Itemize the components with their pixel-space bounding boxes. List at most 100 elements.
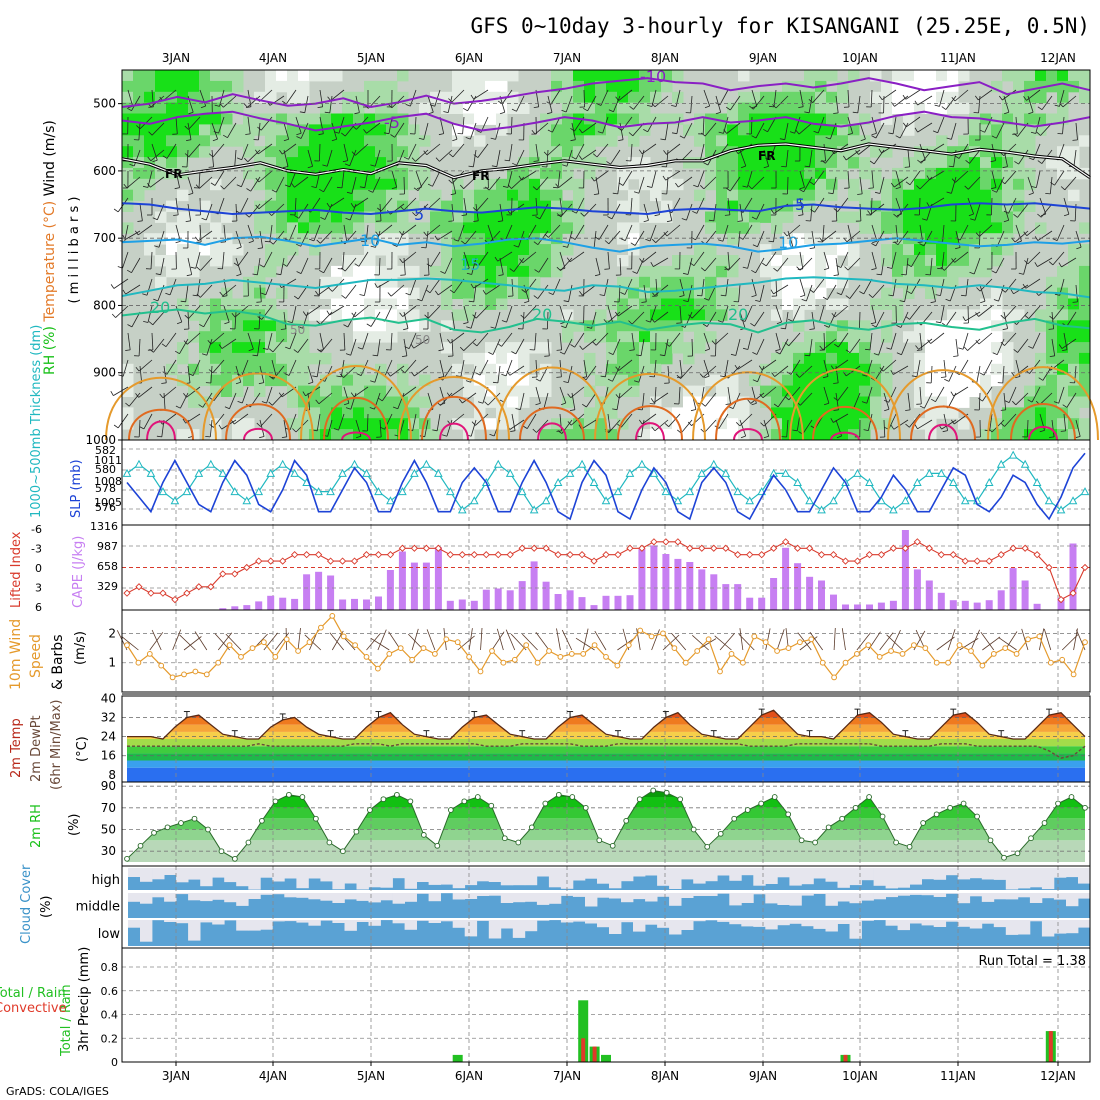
rh-cell bbox=[694, 124, 706, 136]
wind-barb bbox=[415, 149, 429, 162]
wind-barb-flag bbox=[446, 392, 451, 398]
rh-cell bbox=[386, 298, 398, 310]
wind-barb-flag bbox=[278, 392, 283, 398]
wind-barb-flag bbox=[560, 402, 566, 406]
thickness-point bbox=[146, 468, 156, 477]
wind-barb-flag bbox=[1028, 157, 1034, 161]
rh-cell bbox=[881, 298, 893, 310]
rh-cell bbox=[276, 255, 288, 267]
wind-barb bbox=[520, 392, 525, 410]
wind-barb bbox=[618, 305, 633, 317]
rh-cell bbox=[463, 287, 475, 299]
y-tick-label-left: 582 bbox=[95, 444, 116, 457]
wind-barb bbox=[866, 386, 873, 404]
wind-barb-flag bbox=[742, 266, 748, 269]
cloud-clear-cell bbox=[765, 893, 778, 904]
wind-barb-flag bbox=[339, 373, 344, 378]
rh-cell bbox=[1079, 255, 1091, 267]
rh-cell bbox=[573, 189, 585, 202]
wind-barb bbox=[840, 251, 849, 268]
rh-cell bbox=[771, 407, 783, 419]
wind-barb-flag bbox=[501, 320, 507, 323]
wind-barb bbox=[138, 359, 153, 372]
wind-barb bbox=[686, 203, 693, 221]
rh-cell bbox=[364, 178, 376, 191]
wind-barb bbox=[634, 230, 645, 246]
cloud-clear-cell bbox=[669, 868, 682, 889]
wind-barb-flag bbox=[809, 247, 815, 249]
wind-barb bbox=[641, 413, 657, 425]
wind-barb bbox=[967, 338, 981, 351]
rh-point bbox=[299, 794, 306, 800]
wind-barb-flag bbox=[210, 182, 216, 186]
rh-cell bbox=[1057, 396, 1069, 408]
rh-cell bbox=[562, 146, 574, 158]
rh-cell bbox=[1068, 255, 1080, 267]
rh-cell bbox=[287, 320, 299, 332]
rh-cell bbox=[210, 309, 222, 321]
rh-cell bbox=[364, 385, 376, 397]
wind-barb-flag bbox=[825, 137, 831, 140]
rh-cell bbox=[716, 113, 728, 125]
rh-cell bbox=[518, 167, 530, 180]
rh-cell bbox=[331, 385, 343, 397]
cloud-clear-cell bbox=[885, 868, 898, 889]
wind-barb bbox=[1075, 284, 1078, 302]
wind-barb bbox=[882, 359, 897, 372]
wind-barb bbox=[837, 386, 849, 401]
wind-barb-flag bbox=[998, 95, 1003, 101]
wind-barb-flag bbox=[750, 322, 755, 327]
wind-barb bbox=[547, 338, 550, 356]
warm-contour-1 bbox=[1010, 403, 1076, 441]
rh-cell bbox=[694, 342, 706, 354]
wind-barb bbox=[641, 143, 657, 155]
lifted-index-point bbox=[494, 551, 502, 559]
rh-cell bbox=[276, 146, 288, 158]
wind-barb bbox=[937, 116, 945, 133]
wind-barb-flag bbox=[692, 210, 697, 214]
rh-cell bbox=[881, 374, 893, 387]
rh-cell bbox=[804, 113, 816, 125]
wind-barb bbox=[188, 143, 201, 158]
rh-cell bbox=[177, 244, 189, 256]
cloud-clear-cell bbox=[765, 920, 778, 930]
rh-cell bbox=[804, 352, 816, 365]
wind-barb bbox=[247, 332, 254, 350]
wind-barb-flag bbox=[201, 353, 207, 356]
wind-barb bbox=[775, 278, 778, 297]
wind-speed-point bbox=[420, 645, 427, 651]
rh-cell bbox=[1002, 233, 1014, 245]
cloud-clear-cell bbox=[344, 920, 357, 931]
wind-barb-flag bbox=[521, 289, 526, 293]
rh-cell bbox=[496, 342, 508, 354]
rh-cell bbox=[397, 124, 409, 136]
wind-speed-point bbox=[842, 659, 849, 666]
rh-cell bbox=[529, 189, 541, 202]
rh-cell bbox=[804, 342, 816, 354]
cape-bar bbox=[770, 578, 778, 610]
wind-barb-flag bbox=[466, 272, 472, 275]
rh-point bbox=[340, 848, 346, 855]
wind-barb-flag bbox=[368, 189, 373, 193]
wind-barb-flag bbox=[355, 435, 362, 439]
rh-cell bbox=[1002, 91, 1014, 104]
wind-barb bbox=[859, 203, 862, 222]
wind-barb bbox=[122, 251, 129, 269]
wind-barb bbox=[931, 284, 936, 302]
rh-cell bbox=[518, 385, 530, 397]
cloud-clear-cell bbox=[272, 868, 285, 882]
rh-cell bbox=[1079, 342, 1091, 354]
wind-barb bbox=[559, 386, 567, 404]
cloud-clear-cell bbox=[284, 920, 297, 922]
cloud-clear-cell bbox=[464, 893, 478, 899]
wind-barb-flag bbox=[404, 346, 410, 349]
wind-barb-flag bbox=[283, 166, 289, 169]
rh-cell bbox=[529, 244, 541, 256]
lifted-index-point bbox=[961, 557, 969, 565]
warm-contour-1 bbox=[812, 406, 878, 441]
rh-cell bbox=[815, 244, 827, 256]
rh-cell bbox=[364, 91, 376, 104]
wind-barb-flag bbox=[473, 154, 479, 158]
rh-cell bbox=[408, 167, 420, 180]
wind-barb bbox=[263, 632, 279, 651]
